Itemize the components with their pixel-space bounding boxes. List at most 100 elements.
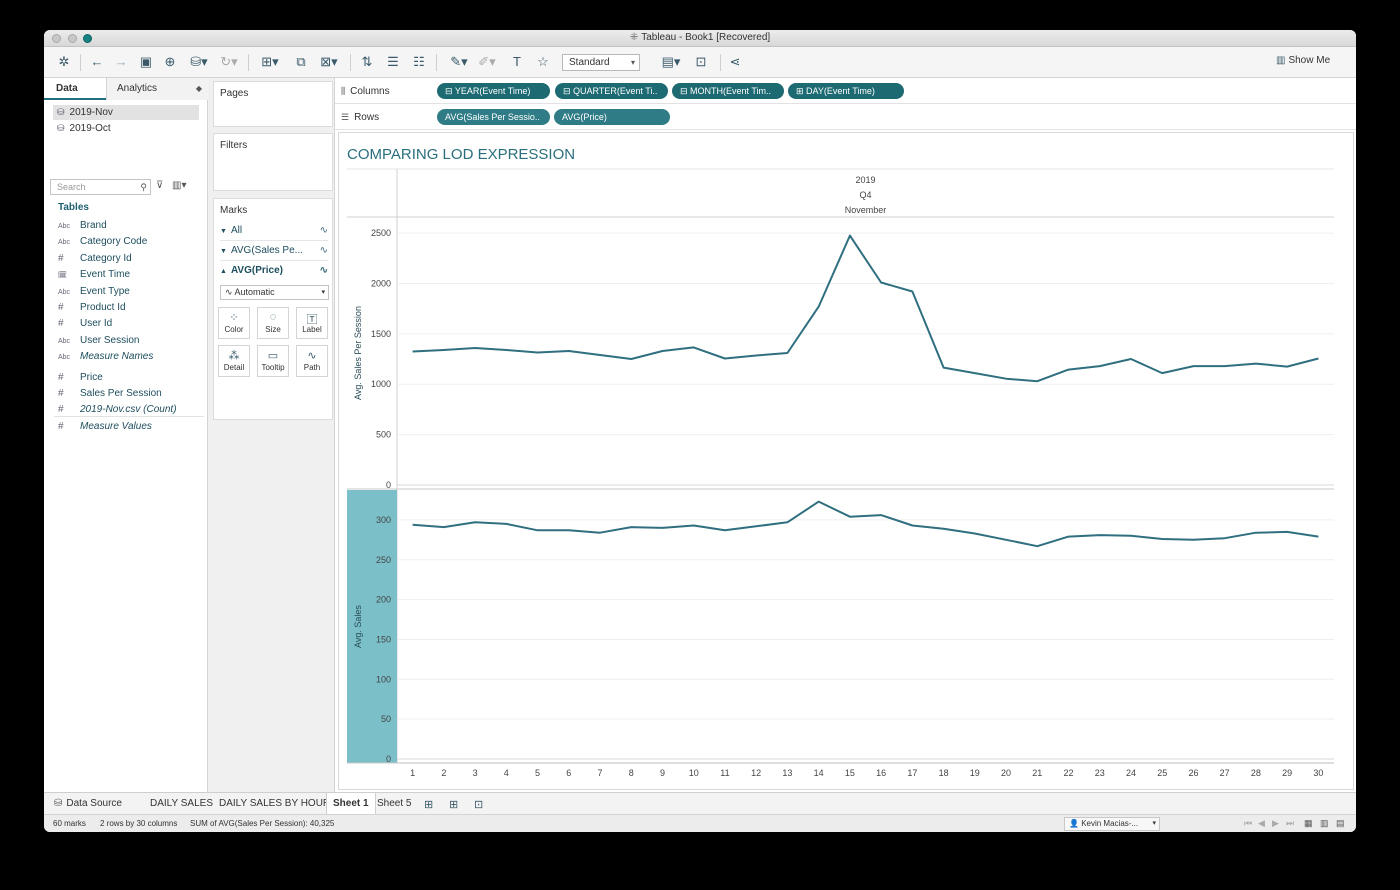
fix-axes-icon[interactable]: ☆ <box>537 54 549 69</box>
new-datasource-icon[interactable]: ⊕ <box>164 54 176 69</box>
undo-icon[interactable]: ← <box>90 54 104 69</box>
show-sheet-sorter-icon[interactable]: ▥ <box>1320 818 1329 828</box>
presentation-mode-icon[interactable]: ⊡ <box>695 54 707 69</box>
redo-icon[interactable]: → <box>114 54 128 69</box>
line-mark-icon: ∿ <box>319 225 328 236</box>
pill-avg-price[interactable]: AVG(Price) <box>554 109 670 125</box>
field-item[interactable]: # User Id <box>58 317 112 331</box>
filter-fields-icon[interactable]: ⊽ <box>156 180 164 191</box>
size-button[interactable]: ◌ Size <box>257 307 289 339</box>
search-input[interactable]: Search ⚲ <box>50 179 151 195</box>
show-filmstrip-icon[interactable]: ▦ <box>1304 818 1313 828</box>
marks-all[interactable]: ▼ All ∿ <box>220 223 328 239</box>
tab-daily-sales-by-hour[interactable]: DAILY SALES BY HOUR <box>219 798 331 809</box>
y-tick-label: 1000 <box>371 379 391 389</box>
field-item[interactable]: Abc Brand <box>58 219 107 233</box>
show-cards-icon[interactable]: ▤▾ <box>661 54 681 69</box>
field-item[interactable]: Abc Measure Names <box>58 350 153 364</box>
marks-count: 60 marks <box>53 819 86 828</box>
string-type-icon: Abc <box>58 337 71 345</box>
datasource-menu-icon[interactable]: ⛁▾ <box>190 54 208 69</box>
path-icon: ∿ <box>307 350 317 362</box>
sort-descending-icon[interactable]: ☷ <box>413 54 425 69</box>
filters-card[interactable]: Filters <box>213 133 333 191</box>
duplicate-sheet-icon[interactable]: ⧉ <box>296 54 306 69</box>
clear-sheet-icon[interactable]: ⊠▾ <box>320 54 338 69</box>
date-type-icon: 🗓 <box>58 272 67 280</box>
datasource-2019-nov[interactable]: ⛁ 2019-Nov <box>53 105 199 120</box>
tab-analytics[interactable]: Analytics ◆ <box>106 78 208 100</box>
columns-shelf[interactable]: ⫼ Columns ⊟ YEAR(Event Time) ⊟ QUARTER(Ev… <box>335 78 1356 104</box>
tab-sheet-1[interactable]: Sheet 1 <box>326 793 376 815</box>
field-item[interactable]: # Price <box>58 371 103 385</box>
view-options-icon[interactable]: ▥▾ <box>172 180 187 191</box>
previous-sheet-icon[interactable]: ◀ <box>1258 818 1265 828</box>
pages-card[interactable]: Pages <box>213 81 333 127</box>
save-icon[interactable]: ▣ <box>139 54 153 69</box>
data-point <box>1129 357 1133 361</box>
show-mark-labels-icon[interactable]: T <box>513 54 521 69</box>
pill-year-event-time[interactable]: ⊟ YEAR(Event Time) <box>437 83 550 99</box>
rows-shelf[interactable]: ☰ Rows AVG(Sales Per Sessio.. AVG(Price) <box>335 104 1356 130</box>
sort-ascending-icon[interactable]: ☰ <box>387 54 399 69</box>
pill-day-event-time[interactable]: ⊞ DAY(Event Time) <box>788 83 904 99</box>
sum-readout: SUM of AVG(Sales Per Session): 40,325 <box>190 819 335 828</box>
selected-row-header <box>347 490 397 763</box>
x-tick-label: 30 <box>1313 768 1323 778</box>
field-item[interactable]: Abc User Session <box>58 334 139 348</box>
first-sheet-icon[interactable]: ⏮ <box>1244 818 1253 828</box>
pill-month-event-time[interactable]: ⊟ MONTH(Event Tim.. <box>672 83 784 99</box>
field-item[interactable]: # Product Id <box>58 301 126 315</box>
minimize-window-button[interactable] <box>68 34 77 43</box>
data-source-tab[interactable]: ⛁ Data Source <box>54 798 122 809</box>
color-button[interactable]: ⁘ Color <box>218 307 250 339</box>
field-item[interactable]: Abc Category Code <box>58 235 147 249</box>
new-dashboard-icon[interactable]: ⊞ <box>449 799 459 811</box>
tab-data[interactable]: Data <box>44 78 106 100</box>
new-story-icon[interactable]: ⊡ <box>474 799 484 811</box>
next-sheet-icon[interactable]: ▶ <box>1272 818 1279 828</box>
group-members-icon[interactable]: ✐▾ <box>478 54 496 69</box>
field-item[interactable]: # Sales Per Session <box>58 387 162 401</box>
tab-sheet-5[interactable]: Sheet 5 <box>377 798 412 809</box>
show-tabs-icon[interactable]: ▤ <box>1336 818 1345 828</box>
pill-avg-sales-per-session[interactable]: AVG(Sales Per Sessio.. <box>437 109 550 125</box>
view-fit-select[interactable]: Standard ▾ <box>562 54 640 71</box>
last-sheet-icon[interactable]: ⏭ <box>1286 818 1295 828</box>
label-button[interactable]: 🅃 Label <box>296 307 328 339</box>
show-me-button[interactable]: ▥ Show Me <box>1276 55 1331 66</box>
marks-avg-sales-per-session[interactable]: ▼ AVG(Sales Pe... ∿ <box>220 243 328 259</box>
maximize-window-button[interactable] <box>83 34 92 43</box>
user-menu[interactable]: 👤 Kevin Macias-... ▾ <box>1064 817 1160 831</box>
x-tick-label: 3 <box>473 768 478 778</box>
marks-avg-price[interactable]: ▲ AVG(Price) ∿ <box>220 263 328 279</box>
x-tick-label: 25 <box>1157 768 1167 778</box>
field-item[interactable]: # Category Id <box>58 252 132 266</box>
data-point <box>879 513 883 517</box>
close-window-button[interactable] <box>52 34 61 43</box>
swap-axes-icon[interactable]: ⇅ <box>361 54 373 69</box>
path-button[interactable]: ∿ Path <box>296 345 328 377</box>
new-worksheet-icon[interactable]: ⊞ <box>424 799 434 811</box>
refresh-icon[interactable]: ↻▾ <box>220 54 238 69</box>
field-item[interactable]: #2019-Nov.csv (Count) <box>58 403 177 417</box>
rows-icon: ☰ <box>341 112 350 122</box>
datasource-icon: ⛁ <box>57 123 65 133</box>
highlight-icon[interactable]: ✎▾ <box>450 54 468 69</box>
data-point <box>504 348 508 352</box>
tab-daily-sales[interactable]: DAILY SALES <box>150 798 213 809</box>
data-point <box>1316 535 1320 539</box>
datasource-2019-oct[interactable]: ⛁ 2019-Oct <box>57 123 111 134</box>
new-worksheet-icon[interactable]: ⊞▾ <box>261 54 279 69</box>
x-tick-label: 15 <box>845 768 855 778</box>
detail-button[interactable]: ⁂ Detail <box>218 345 250 377</box>
field-item[interactable]: Abc Event Type <box>58 285 130 299</box>
tooltip-button[interactable]: ▭ Tooltip <box>257 345 289 377</box>
field-item[interactable]: 🗓 Event Time <box>58 268 130 282</box>
field-item[interactable]: # Measure Values <box>58 420 152 434</box>
x-tick-label: 8 <box>629 768 634 778</box>
pill-quarter-event-time[interactable]: ⊟ QUARTER(Event Ti.. <box>555 83 668 99</box>
tableau-home-icon[interactable]: ✲ <box>58 54 70 69</box>
mark-type-select[interactable]: ∿ Automatic ▾ <box>220 285 329 300</box>
share-icon[interactable]: ⋖ <box>729 54 741 69</box>
